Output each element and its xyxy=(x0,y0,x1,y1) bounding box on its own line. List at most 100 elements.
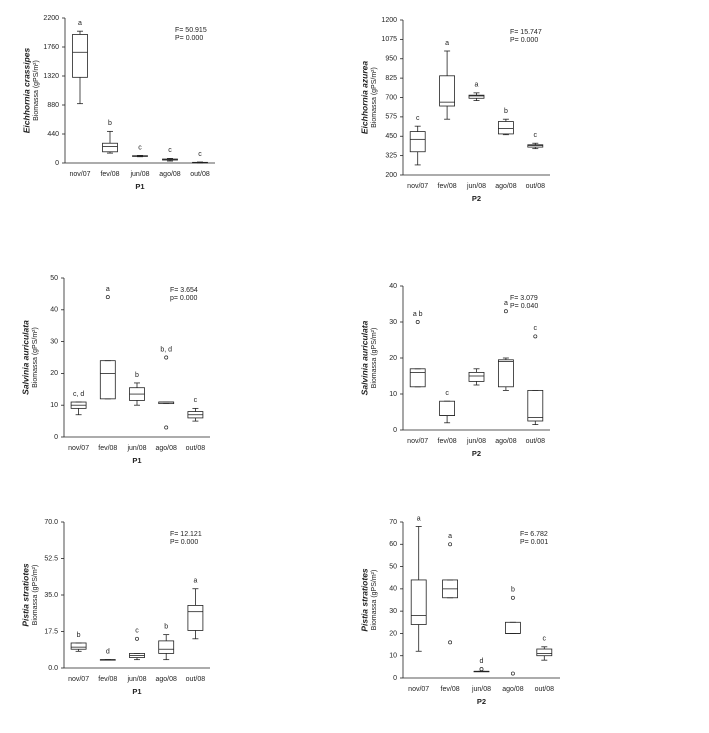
y-tick-label: 700 xyxy=(385,94,397,101)
outlier xyxy=(448,542,453,547)
box xyxy=(187,605,204,631)
significance-letter: a xyxy=(193,578,197,585)
box xyxy=(504,621,521,634)
x-tick-label: nov/07 xyxy=(68,676,89,683)
y-tick-label: 30 xyxy=(50,338,58,345)
y-tick-label: 325 xyxy=(385,152,397,159)
significance-letter: c xyxy=(194,397,198,404)
annotation: P= 0.040 xyxy=(510,303,538,310)
x-tick-label: out/08 xyxy=(186,676,206,683)
x-tick-label: nov/07 xyxy=(408,686,429,693)
y-tick-label: 10 xyxy=(389,653,397,660)
y-tick-label: 450 xyxy=(385,133,397,140)
chart-panel: 0 10 20 30 40 50 nov/07 c, d fev/08 a jun/08 b ago/0… xyxy=(20,275,210,465)
annotation: F= 6.782 xyxy=(520,531,548,538)
y-tick-label: 1320 xyxy=(43,73,59,80)
significance-letter: a xyxy=(78,20,82,27)
x-tick-label: fev/08 xyxy=(441,686,460,693)
significance-letter: b, d xyxy=(160,346,172,353)
y-tick-label: 200 xyxy=(385,172,397,179)
chart-panel: 0 10 20 30 40 nov/07 a b fev/08 c jun/08 ago/08 a ou… xyxy=(359,283,550,458)
x-tick-label: out/08 xyxy=(526,438,546,445)
significance-letter: c xyxy=(534,132,538,139)
x-axis-label: P2 xyxy=(472,194,481,203)
annotation: F= 50.915 xyxy=(175,27,207,34)
outlier xyxy=(510,671,515,676)
chart-panel: 0.0 17.5 35.0 52.5 70.0 nov/07 b fev/08 d jun/08 c… xyxy=(20,519,210,696)
significance-letter: c xyxy=(534,325,538,332)
x-tick-label: ago/08 xyxy=(495,438,517,445)
y-tick-label: 70 xyxy=(389,519,397,526)
outlier xyxy=(503,309,508,314)
y-tick-label: 0 xyxy=(393,427,397,434)
box xyxy=(158,640,175,654)
x-tick-label: nov/07 xyxy=(407,438,428,445)
chart-panel: 0 10 20 30 40 50 60 70 nov/07 a fev/08 a jun/08 d ago/… xyxy=(359,515,560,706)
annotation: P= 0.000 xyxy=(175,35,203,42)
outlier xyxy=(479,667,484,672)
y-tick-label: 50 xyxy=(389,563,397,570)
x-tick-label: fev/08 xyxy=(98,445,117,452)
box xyxy=(409,368,426,388)
significance-letter: a xyxy=(445,40,449,47)
annotation: P= 0.001 xyxy=(520,539,548,546)
x-tick-label: fev/08 xyxy=(100,171,119,178)
y-tick-label: 35.0 xyxy=(44,592,58,599)
x-tick-label: nov/07 xyxy=(68,445,89,452)
significance-letter: a xyxy=(417,515,421,522)
outlier xyxy=(164,425,169,430)
x-tick-label: out/08 xyxy=(526,183,546,190)
outlier xyxy=(105,295,110,300)
y-tick-label: 20 xyxy=(389,630,397,637)
box xyxy=(99,360,116,400)
significance-letter: a xyxy=(475,82,479,89)
y-tick-label: 50 xyxy=(50,275,58,282)
x-tick-label: out/08 xyxy=(535,686,555,693)
y-tick-label: 880 xyxy=(47,102,59,109)
x-tick-label: out/08 xyxy=(186,445,206,452)
significance-letter: c xyxy=(416,115,420,122)
annotation: p= 0.000 xyxy=(170,295,198,302)
significance-letter: c xyxy=(198,151,202,158)
significance-letter: a xyxy=(448,533,452,540)
x-tick-label: jun/08 xyxy=(466,183,486,190)
significance-letter: b xyxy=(504,108,508,115)
y-tick-label: 40 xyxy=(389,283,397,290)
box xyxy=(439,400,456,417)
chart-title: Eichhornia azurea xyxy=(359,61,369,134)
y-tick-label: 0 xyxy=(393,675,397,682)
x-axis-label: P1 xyxy=(132,687,141,696)
x-tick-label: out/08 xyxy=(190,171,210,178)
chart-title: Salvinia auriculata xyxy=(359,320,369,395)
x-tick-label: nov/07 xyxy=(69,171,90,178)
x-tick-label: jun/08 xyxy=(466,438,486,445)
y-tick-label: 10 xyxy=(50,402,58,409)
significance-letter: c xyxy=(168,147,172,154)
annotation: P= 0.000 xyxy=(170,539,198,546)
x-tick-label: fev/08 xyxy=(438,438,457,445)
box xyxy=(70,642,87,650)
y-tick-label: 10 xyxy=(389,391,397,398)
significance-letter: c, d xyxy=(73,391,84,398)
x-axis-label: P2 xyxy=(477,697,486,706)
chart-title: Pistia stratiotes xyxy=(359,568,369,632)
y-tick-label: 70.0 xyxy=(44,519,58,526)
outlier xyxy=(164,355,169,360)
annotation: F= 3.079 xyxy=(510,295,538,302)
chart-title: Pistia stratiotes xyxy=(20,563,30,627)
chart-title: Salvinia auriculata xyxy=(20,320,30,395)
significance-letter: b xyxy=(164,623,168,630)
annotation: F= 15.747 xyxy=(510,29,542,36)
x-tick-label: ago/08 xyxy=(502,686,524,693)
outlier xyxy=(510,595,515,600)
y-axis-label: Biomassa (gPS/m²) xyxy=(32,327,39,388)
outlier xyxy=(533,334,538,339)
x-axis-label: P1 xyxy=(132,456,141,465)
significance-letter: b xyxy=(108,120,112,127)
box xyxy=(409,131,426,153)
x-tick-label: fev/08 xyxy=(98,676,117,683)
y-tick-label: 1075 xyxy=(381,36,397,43)
y-tick-label: 825 xyxy=(385,75,397,82)
y-tick-label: 0.0 xyxy=(48,665,58,672)
